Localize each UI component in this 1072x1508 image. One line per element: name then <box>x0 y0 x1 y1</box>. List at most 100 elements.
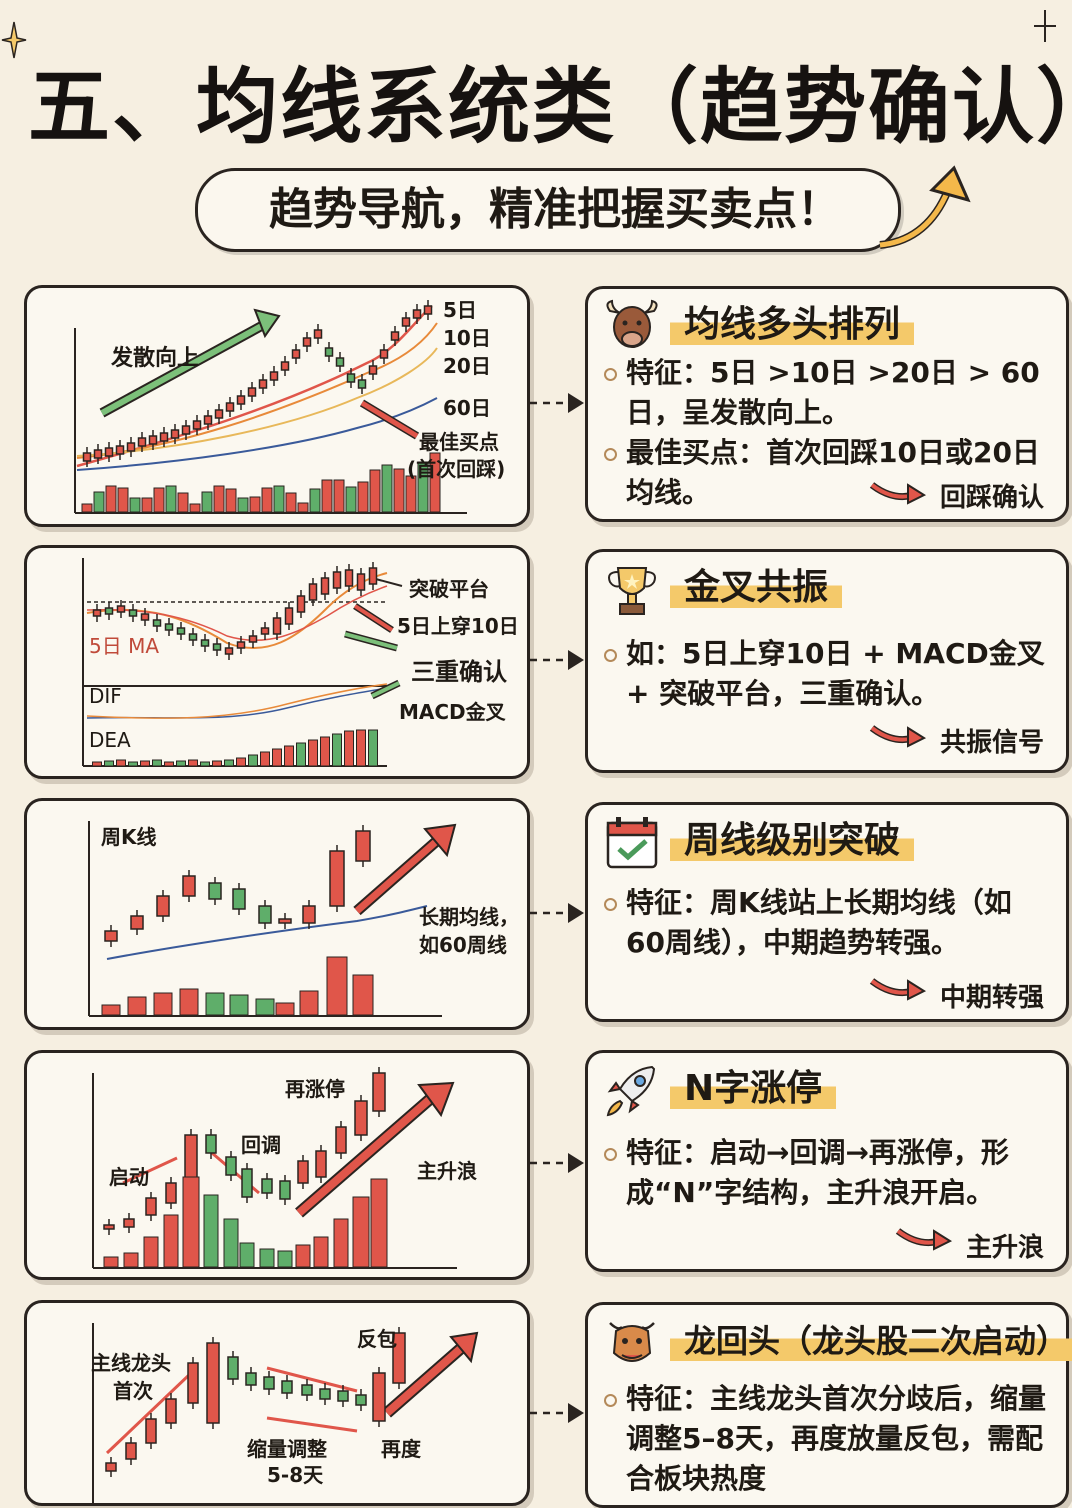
golden-cross-chart <box>82 558 403 767</box>
volume-bar <box>179 988 199 1016</box>
volume-bar <box>163 1214 179 1268</box>
volume-bar <box>229 994 249 1016</box>
candle <box>278 918 292 924</box>
volume-bar <box>297 502 309 513</box>
volume-bar <box>308 739 318 767</box>
volume-bar <box>405 475 417 513</box>
volume-bar <box>255 998 275 1016</box>
chart-panel-weekly: 周K线 长期均线， 如60周线 <box>24 798 530 1030</box>
candle <box>335 357 345 367</box>
sparkle-icon <box>1034 10 1056 42</box>
candle <box>247 387 257 397</box>
chart-label: 缩量调整 <box>247 1437 327 1461</box>
candle <box>165 1182 177 1204</box>
calendar-check-icon <box>606 817 658 869</box>
volume-bar <box>117 487 129 513</box>
volume-bar <box>248 754 258 767</box>
volume-bar <box>309 488 321 513</box>
chart-label: 突破平台 <box>409 577 489 601</box>
rocket-icon <box>606 1065 656 1117</box>
volume-bar <box>123 1252 139 1268</box>
candle <box>82 452 92 462</box>
candle <box>104 930 118 942</box>
red-arrow-icon <box>869 482 927 505</box>
candle <box>236 641 246 649</box>
volume-bar <box>101 1004 121 1016</box>
connector-arrow-icon <box>530 650 584 670</box>
volume-bar <box>272 748 282 767</box>
candle <box>156 895 170 917</box>
red-arrow-icon <box>895 1228 953 1251</box>
candle <box>236 395 246 405</box>
chart-label: 5日 <box>443 298 477 322</box>
chart-label: 如60周线 <box>419 933 507 957</box>
volume-bar <box>333 479 345 513</box>
chart-label: 发散向上 <box>111 346 200 371</box>
chart-label: 启动 <box>109 1165 149 1189</box>
chart-label: 再涨停 <box>285 1077 345 1101</box>
volume-bar <box>259 1248 275 1268</box>
volume-bar <box>393 468 405 513</box>
candle <box>164 623 174 631</box>
candle <box>224 647 234 655</box>
candle <box>125 1442 137 1460</box>
candle <box>346 373 356 383</box>
volume-bar <box>357 481 369 513</box>
card-n-shape: N字涨停 特征：启动→回调→再涨停，形成“N”字结构，主升浪开启。 主升浪 <box>585 1050 1069 1272</box>
volume-bar <box>320 736 330 767</box>
candle <box>315 1150 327 1178</box>
card-tag: 共振信号 <box>939 728 1044 758</box>
candle <box>280 361 290 371</box>
candle <box>130 915 144 930</box>
candle <box>170 429 180 439</box>
volume-bar <box>165 485 177 513</box>
volume-bar <box>177 492 189 513</box>
candle <box>187 1362 199 1404</box>
chart-panel-ma-bull: 发散向上 5日 10日 20日 60日 最佳买点 (首次回踩) <box>24 285 530 527</box>
connector-arrow-icon <box>530 1403 584 1423</box>
candle <box>205 1134 217 1154</box>
volume-bar <box>140 760 150 767</box>
chart-label: 周K线 <box>101 825 157 849</box>
chart-label: 主升浪 <box>417 1159 477 1183</box>
red-arrow-icon <box>869 978 927 1001</box>
candle <box>126 442 136 452</box>
chart-panel-dragon: 主线龙头 首次 反包 缩量调整 5-8天 再度 <box>24 1300 530 1506</box>
volume-bar <box>182 1176 200 1268</box>
volume-bar <box>273 485 285 513</box>
volume-bar <box>224 759 234 767</box>
volume-bar <box>143 1236 159 1268</box>
volume-bar <box>295 1244 311 1268</box>
volume-bar <box>212 760 222 767</box>
volume-bar <box>313 1236 329 1268</box>
card-tag: 主升浪 <box>965 1233 1044 1263</box>
candle <box>140 613 150 621</box>
candle <box>392 1332 406 1384</box>
candle <box>354 1100 368 1136</box>
chart-label: DIF <box>89 684 122 708</box>
connector-arrow-icon <box>530 903 584 923</box>
candle <box>319 1388 331 1400</box>
volume-bar <box>321 479 333 513</box>
volume-bar <box>201 491 213 513</box>
chart-label: 三重确认 <box>411 658 507 686</box>
candle <box>368 365 378 375</box>
candle <box>320 577 330 595</box>
volume-bar <box>105 485 117 513</box>
candle <box>279 1180 291 1200</box>
volume-bar <box>81 503 93 513</box>
candle <box>248 635 258 643</box>
volume-bar <box>223 1218 239 1268</box>
card-dragon: 龙回头（龙头股二次启动） 特征：主线龙头首次分歧后，缩量调整5–8天，再度放量反… <box>585 1302 1072 1508</box>
chart-label: 长期均线， <box>419 905 519 929</box>
bullet-text: 特征：主线龙头首次分歧后，缩量调整5–8天，再度放量反包，需配合板块热度 <box>604 1379 1046 1499</box>
candle <box>245 1372 257 1386</box>
candle <box>357 379 367 389</box>
candle <box>263 1376 275 1390</box>
volume-bar <box>236 757 246 767</box>
volume-bar <box>261 487 273 513</box>
card-weekly: 周线级别突破 特征：周K线站上长期均线（如60周线），中期趋势转强。 中期转强 <box>585 802 1069 1022</box>
candle <box>260 627 270 635</box>
candle <box>212 643 222 651</box>
connector-arrow-icon <box>530 393 584 413</box>
